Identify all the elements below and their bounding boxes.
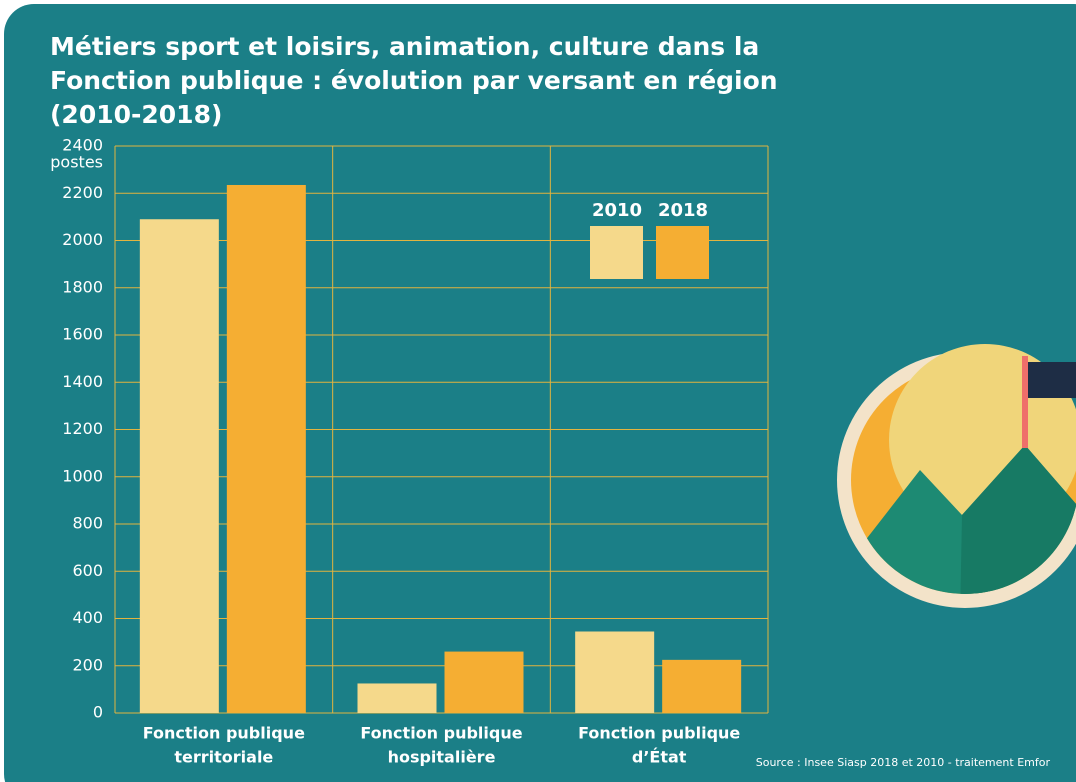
bar — [357, 683, 437, 713]
bar — [226, 184, 306, 713]
bar — [575, 631, 655, 713]
x-tick-label: hospitalière — [388, 748, 496, 767]
y-tick-label: 1600 — [62, 325, 103, 344]
y-tick-label: 600 — [72, 561, 103, 580]
y-tick-label: 2200 — [62, 183, 103, 202]
legend-label: 2018 — [658, 200, 708, 221]
legend-swatch — [590, 226, 643, 279]
y-tick-label: 800 — [72, 514, 103, 533]
source: Source : Insee Siasp 2018 et 2010 - trai… — [756, 756, 1051, 769]
y-tick-label: 1400 — [62, 372, 103, 391]
bar — [444, 651, 524, 713]
bar — [139, 219, 219, 714]
illustration — [837, 344, 1076, 608]
bar — [662, 659, 742, 713]
x-tick-label: Fonction publique — [360, 724, 522, 743]
x-tick-label: Fonction publique — [143, 724, 305, 743]
y-axis-label: postes — [50, 153, 103, 172]
x-tick-label: Fonction publique — [578, 724, 740, 743]
legend-label: 2010 — [592, 200, 642, 221]
y-tick-label: 200 — [72, 655, 103, 674]
x-tick-label: territoriale — [174, 748, 273, 767]
legend-swatch — [656, 226, 709, 279]
x-tick-label: d’État — [632, 748, 687, 767]
y-tick-label: 1200 — [62, 419, 103, 438]
y-tick-label: 2000 — [62, 230, 103, 249]
y-tick-label: 1000 — [62, 466, 103, 485]
chart-title: Métiers sport et loisirs, animation, cul… — [50, 32, 778, 129]
y-tick-label: 2400 — [62, 136, 103, 155]
y-tick-label: 0 — [93, 703, 103, 722]
y-tick-label: 400 — [72, 608, 103, 627]
y-tick-label: 1800 — [62, 277, 103, 296]
